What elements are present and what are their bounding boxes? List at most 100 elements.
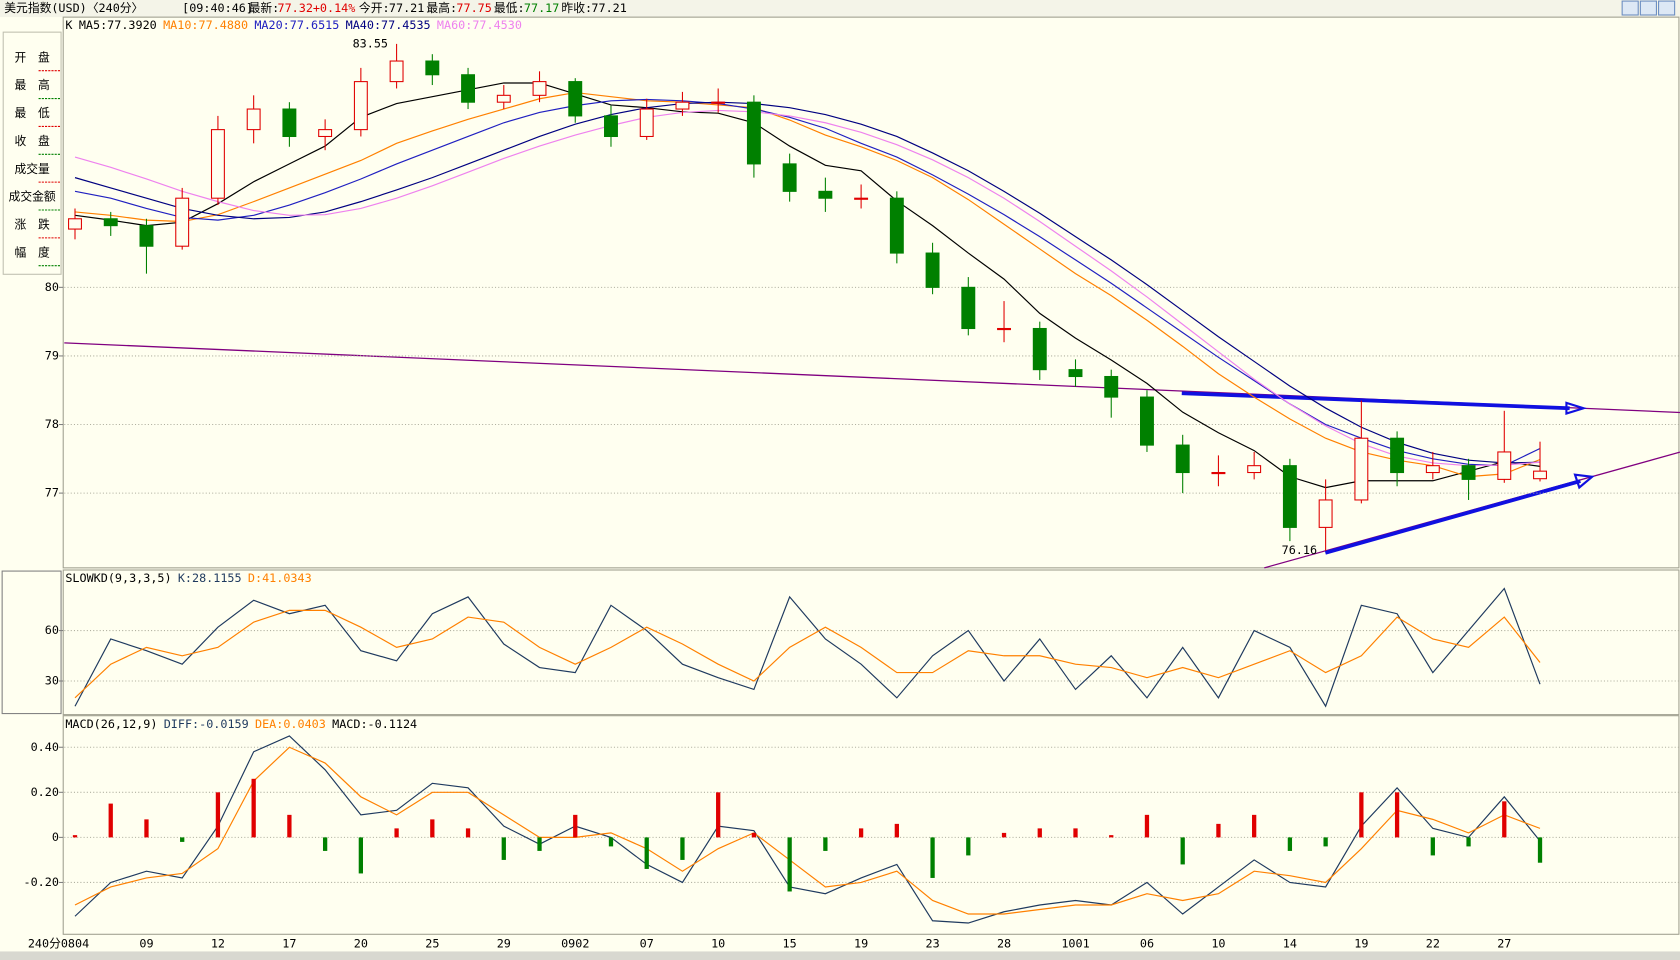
side-label: 开 盘 (14, 50, 50, 64)
candle-body (925, 252, 940, 288)
y-tick-label: 0.20 (31, 785, 59, 799)
candle-body (1140, 396, 1154, 446)
candle-body (1068, 369, 1083, 378)
high-label: 83.55 (353, 36, 388, 50)
y-tick-label: 0 (52, 830, 59, 844)
button[interactable] (1658, 0, 1676, 16)
side-label: 涨 跌 (14, 218, 50, 232)
macd-bar (1252, 814, 1257, 838)
x-tick-label: 19 (1354, 936, 1368, 950)
candle-body (68, 218, 82, 230)
macd-bar (930, 837, 935, 878)
header-time: [09:40:46] (182, 1, 253, 15)
macd-bar (1537, 837, 1543, 863)
legend-entry: MACD:-0.1124 (332, 717, 417, 731)
trend-line (1181, 391, 1570, 411)
x-tick-label: 07 (640, 936, 654, 950)
series-line (74, 109, 1541, 467)
legend-entry: D:41.0343 (248, 571, 312, 585)
candle-body (139, 225, 154, 247)
candle-body (711, 101, 726, 104)
side-label: 成交量 (14, 162, 50, 176)
candle-body (1318, 499, 1333, 528)
macd-bar (322, 837, 328, 851)
macd-bar (1037, 828, 1042, 838)
candle-body (1211, 471, 1226, 475)
header-value: 77.21 (389, 1, 424, 15)
header-bar (0, 0, 1680, 18)
candle-body (746, 101, 761, 165)
series-line (74, 91, 1541, 478)
x-tick-label: 17 (282, 936, 296, 950)
candle-body (1282, 465, 1297, 528)
candle-body (175, 197, 190, 247)
y-tick-label: 80 (45, 280, 59, 294)
macd-bar (573, 814, 578, 838)
candle-body (961, 286, 976, 330)
macd-bar (465, 828, 471, 838)
button[interactable] (1639, 0, 1657, 16)
candle-body (1354, 437, 1369, 501)
x-tick-label: 1001 (1061, 936, 1089, 950)
window-buttons (1621, 0, 1676, 16)
x-tick-label: 15 (783, 936, 797, 950)
x-tick-label: 25 (425, 936, 439, 950)
candle-body (496, 94, 511, 103)
x-tick-label: 12 (211, 936, 225, 950)
macd-bar (287, 814, 292, 838)
macd-bar (430, 819, 435, 838)
y-tick-label: 79 (45, 348, 59, 362)
header-value: 77.32 (278, 1, 313, 15)
macd-bar (1287, 837, 1293, 851)
macd-bar (1323, 837, 1328, 847)
legend-entry: MA20:77.6515 (254, 18, 339, 32)
candle-body (854, 197, 869, 200)
header-title: 美元指数(USD)〈240分〉 (4, 1, 143, 15)
series-line (74, 101, 1541, 464)
x-tick-label: 22 (1426, 936, 1440, 950)
macd-bar (394, 828, 399, 838)
macd-bar (680, 837, 685, 860)
x-tick-label: 29 (497, 936, 511, 950)
side-box (2, 31, 62, 275)
candle-body (353, 81, 368, 131)
x-tick-label: 20 (354, 936, 368, 950)
header-label: 最低: (494, 1, 525, 15)
price-panel (62, 16, 1680, 569)
x-tick-label: 10 (1211, 936, 1225, 950)
panel-title: SLOWKD(9,3,3,5) (65, 571, 171, 585)
candle-body (889, 197, 904, 254)
x-tick-label: 27 (1497, 936, 1511, 950)
series-line (74, 735, 1541, 924)
y-tick-label: 0.40 (31, 740, 59, 754)
candle-body (1461, 465, 1476, 480)
macd-bar (644, 837, 649, 869)
macd-bar (823, 837, 828, 851)
candle-body (103, 218, 118, 227)
macd-bar (716, 792, 721, 838)
arrow-head (1573, 473, 1595, 490)
header-label: 昨收: (561, 1, 592, 15)
side-label: 最 低 (14, 106, 50, 120)
candle-body (532, 81, 547, 96)
arrow-head (1565, 401, 1588, 416)
series-line (74, 746, 1541, 915)
macd-bar (180, 837, 185, 842)
side-label: 幅 度 (14, 245, 50, 259)
candle-body (1390, 437, 1405, 474)
macd-bar (1073, 828, 1078, 838)
macd-bar (108, 803, 113, 838)
kd-side-box (1, 570, 62, 715)
macd-bar (1394, 792, 1400, 838)
panel-title: K (65, 18, 73, 32)
candle-body (389, 60, 404, 83)
x-tick-label: 14 (1283, 936, 1297, 950)
button[interactable] (1621, 0, 1639, 16)
candle-body (246, 108, 261, 131)
candle-body (461, 74, 476, 103)
macd-bar (1001, 832, 1007, 838)
side-label: 最 高 (14, 78, 50, 92)
x-tick-label: 0902 (561, 936, 589, 950)
